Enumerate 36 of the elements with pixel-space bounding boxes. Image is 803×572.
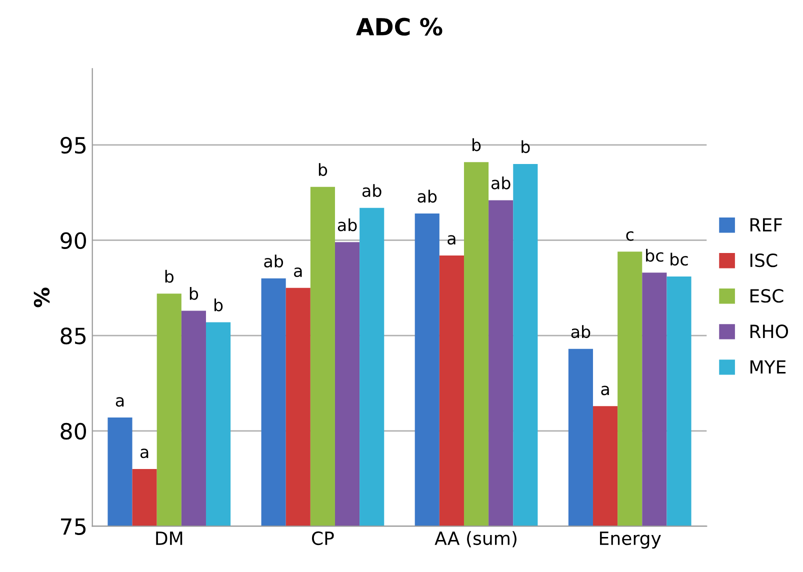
data-label: a <box>140 448 148 458</box>
data-label: b <box>165 270 174 283</box>
data-label: b <box>190 287 198 300</box>
data-label: b <box>214 298 223 312</box>
data-label: bc <box>646 248 664 262</box>
y-tick-label: 75 <box>61 518 86 535</box>
y-tick-label: 90 <box>60 232 86 249</box>
legend-label: MYE <box>750 360 786 374</box>
data-label: a <box>294 267 302 278</box>
legend-label: ISC <box>750 253 778 268</box>
data-label: a <box>116 397 124 407</box>
x-tick-label: Energy <box>600 532 661 549</box>
legend-label: REF <box>750 218 782 232</box>
data-label: c <box>626 231 634 241</box>
y-tick-label: 85 <box>60 328 86 344</box>
x-tick-label: CP <box>312 531 334 546</box>
data-label: ab <box>571 325 590 338</box>
data-label: a <box>601 386 609 396</box>
data-label: ab <box>418 190 437 203</box>
data-label: ab <box>491 176 510 190</box>
y-axis-title: % <box>34 288 50 308</box>
x-tick-label: AA (sum) <box>434 531 516 548</box>
data-label: b <box>472 138 481 152</box>
data-label: bc <box>670 252 688 266</box>
legend-label: RHO <box>750 324 788 338</box>
data-label: a <box>448 235 456 245</box>
y-tick-label: 80 <box>60 422 86 440</box>
data-label: ab <box>338 218 357 232</box>
data-label: ab <box>264 254 284 268</box>
x-tick-label: DM <box>156 532 182 545</box>
data-label: b <box>318 163 328 176</box>
chart-title: ADC % <box>356 18 442 36</box>
y-tick-label: 95 <box>60 136 86 154</box>
data-label: ab <box>362 184 382 197</box>
legend-label: ESC <box>750 289 784 303</box>
data-label: b <box>522 140 530 154</box>
